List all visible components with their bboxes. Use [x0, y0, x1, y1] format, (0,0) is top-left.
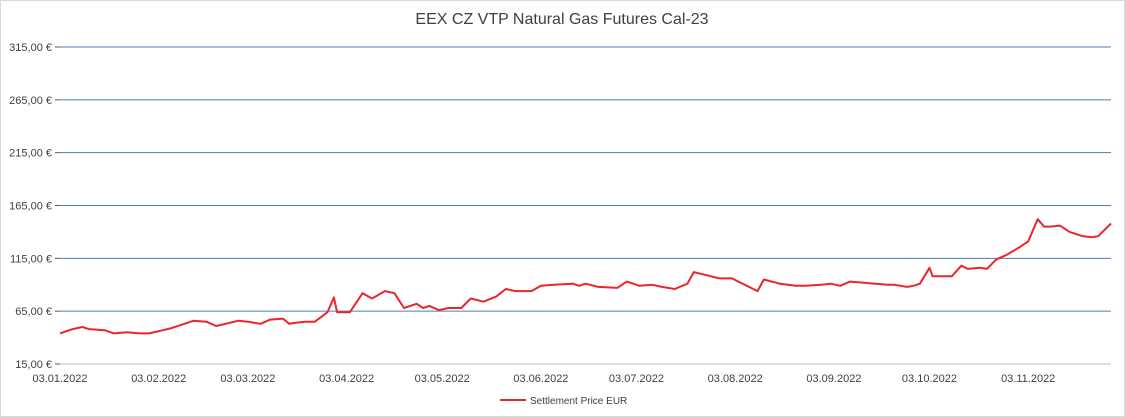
gridlines — [60, 46, 1111, 365]
x-tick-label: 03.10.2022 — [902, 373, 957, 385]
y-tick-label: 315,00 € — [9, 42, 52, 54]
x-tick-label: 03.01.2022 — [32, 373, 87, 385]
x-tick-label: 03.05.2022 — [415, 373, 470, 385]
x-axis: 03.01.2022 03.02.2022 03.03.2022 03.04.2022… — [32, 373, 1055, 385]
legend-label: Settlement Price EUR — [530, 396, 627, 407]
series-line — [59, 218, 1112, 335]
x-tick-label: 03.02.2022 — [131, 373, 186, 385]
chart-title: EEX CZ VTP Natural Gas Futures Cal-23 — [415, 11, 708, 28]
y-tick-label: 115,00 € — [10, 253, 52, 265]
y-axis: 15,00 € 65,00 € 115,00 € 165,00 € 215,00 € 26… — [9, 42, 60, 371]
legend: Settlement Price EUR — [500, 396, 627, 407]
x-tick-label: 03.07.2022 — [609, 373, 664, 385]
y-tick-label: 215,00 € — [9, 148, 52, 160]
y-tick-label: 165,00 € — [9, 201, 52, 213]
x-tick-label: 03.09.2022 — [806, 373, 861, 385]
y-tick-label: 15,00 € — [15, 359, 52, 371]
series-layer — [59, 218, 1112, 335]
x-tick-label: 03.11.2022 — [1001, 373, 1055, 385]
y-tick-label: 265,00 € — [9, 95, 52, 107]
x-tick-label: 03.06.2022 — [513, 373, 568, 385]
x-tick-label: 03.04.2022 — [319, 373, 374, 385]
x-tick-label: 03.03.2022 — [220, 373, 275, 385]
y-tick-label: 65,00 € — [15, 306, 52, 318]
x-tick-label: 03.08.2022 — [708, 373, 763, 385]
